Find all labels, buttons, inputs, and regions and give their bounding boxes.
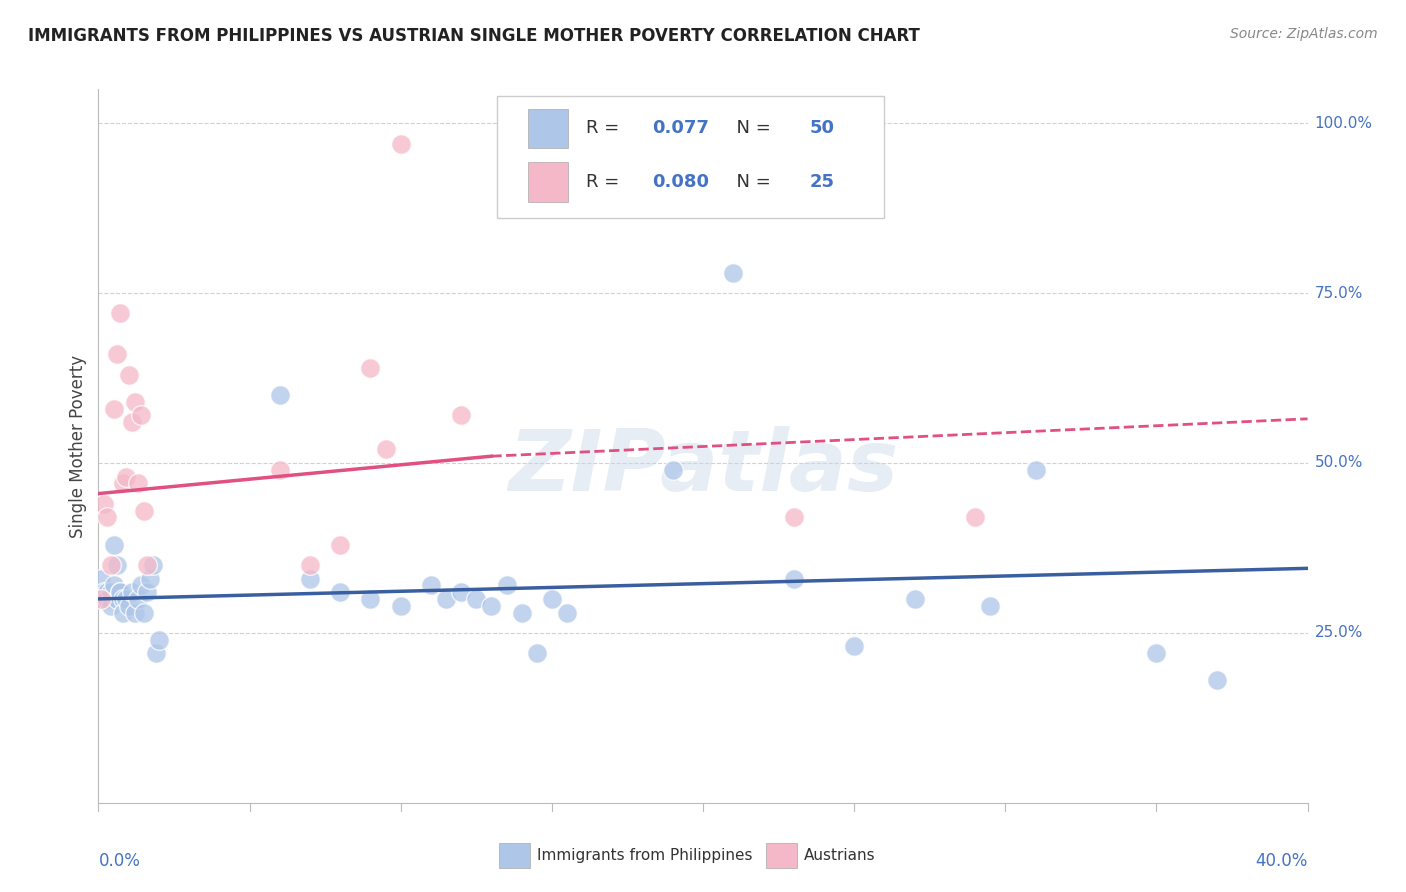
Point — [555, 606, 578, 620]
Point — [103, 537, 125, 551]
Text: 100.0%: 100.0% — [1315, 116, 1372, 131]
Text: R =: R = — [586, 173, 624, 191]
Point — [1024, 463, 1046, 477]
Text: 0.080: 0.080 — [652, 173, 709, 191]
Point — [1206, 673, 1229, 688]
Point — [419, 578, 441, 592]
Point — [510, 606, 533, 620]
Point — [100, 558, 122, 572]
Point — [135, 558, 157, 572]
Point — [132, 606, 155, 620]
Point — [105, 347, 128, 361]
Point — [329, 585, 352, 599]
Point — [450, 585, 472, 599]
Text: N =: N = — [724, 120, 776, 137]
Point — [114, 469, 136, 483]
Text: 0.0%: 0.0% — [98, 852, 141, 870]
Point — [299, 558, 322, 572]
Point — [108, 306, 131, 320]
Point — [1144, 646, 1167, 660]
Point — [103, 401, 125, 416]
Point — [661, 463, 683, 477]
Point — [965, 510, 987, 524]
Text: 25: 25 — [810, 173, 834, 191]
Point — [127, 591, 149, 606]
Point — [145, 646, 167, 660]
Point — [269, 388, 291, 402]
Text: 75.0%: 75.0% — [1315, 285, 1362, 301]
Point — [979, 599, 1001, 613]
Point — [124, 394, 146, 409]
Point — [389, 599, 412, 613]
Point — [495, 578, 517, 592]
Point — [360, 360, 382, 375]
Point — [93, 497, 115, 511]
Point — [114, 591, 136, 606]
Point — [118, 368, 141, 382]
Point — [782, 572, 804, 586]
Point — [111, 591, 134, 606]
Text: 40.0%: 40.0% — [1256, 852, 1308, 870]
Point — [90, 591, 112, 606]
Point — [129, 409, 152, 423]
Point — [100, 585, 122, 599]
Text: ZIPatlas: ZIPatlas — [508, 425, 898, 509]
Point — [844, 640, 866, 654]
Text: N =: N = — [724, 173, 776, 191]
Point — [121, 585, 143, 599]
Point — [434, 591, 457, 606]
Point — [465, 591, 488, 606]
Point — [360, 591, 382, 606]
Point — [450, 409, 472, 423]
Text: 25.0%: 25.0% — [1315, 625, 1362, 640]
Point — [299, 572, 322, 586]
Point — [111, 606, 134, 620]
Point — [90, 572, 112, 586]
Point — [108, 585, 131, 599]
Point — [142, 558, 165, 572]
Text: IMMIGRANTS FROM PHILIPPINES VS AUSTRIAN SINGLE MOTHER POVERTY CORRELATION CHART: IMMIGRANTS FROM PHILIPPINES VS AUSTRIAN … — [28, 27, 920, 45]
Text: R =: R = — [586, 120, 624, 137]
Point — [108, 585, 131, 599]
Text: Immigrants from Philippines: Immigrants from Philippines — [537, 848, 752, 863]
Y-axis label: Single Mother Poverty: Single Mother Poverty — [69, 354, 87, 538]
Point — [127, 476, 149, 491]
Point — [132, 503, 155, 517]
Point — [96, 585, 118, 599]
Point — [904, 591, 927, 606]
Point — [96, 591, 118, 606]
Text: Austrians: Austrians — [804, 848, 876, 863]
Point — [148, 632, 170, 647]
Point — [103, 578, 125, 592]
Point — [269, 463, 291, 477]
Point — [139, 572, 162, 586]
Point — [105, 558, 128, 572]
Bar — [527, 162, 568, 202]
Point — [135, 585, 157, 599]
Point — [100, 599, 122, 613]
FancyBboxPatch shape — [498, 96, 884, 218]
Text: 50: 50 — [810, 120, 834, 137]
Point — [540, 591, 562, 606]
Point — [721, 266, 744, 280]
Point — [124, 606, 146, 620]
Point — [374, 442, 396, 457]
Point — [481, 599, 503, 613]
Point — [105, 591, 128, 606]
Point — [526, 646, 548, 660]
Point — [118, 599, 141, 613]
Point — [129, 578, 152, 592]
Bar — [527, 109, 568, 148]
Text: 0.077: 0.077 — [652, 120, 709, 137]
Point — [93, 585, 115, 599]
Point — [96, 510, 118, 524]
Text: 50.0%: 50.0% — [1315, 456, 1362, 470]
Text: Source: ZipAtlas.com: Source: ZipAtlas.com — [1230, 27, 1378, 41]
Point — [111, 476, 134, 491]
Point — [121, 415, 143, 429]
Point — [329, 537, 352, 551]
Point — [782, 510, 804, 524]
Point — [389, 136, 412, 151]
